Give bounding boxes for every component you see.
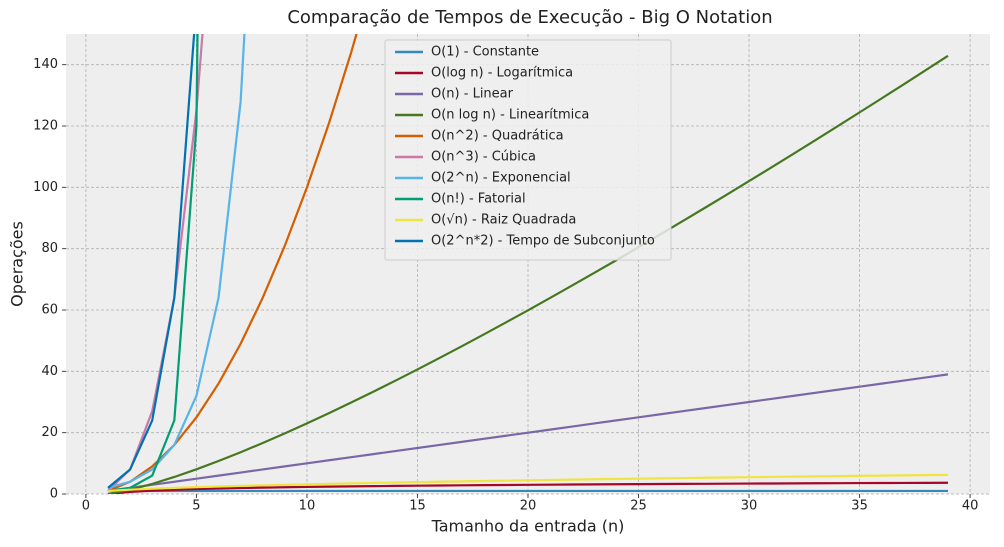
legend-label: O(log n) - Logarítmica xyxy=(431,66,573,81)
series-line xyxy=(107,34,246,489)
x-tick-label: 35 xyxy=(851,499,868,514)
legend-label: O(n) - Linear xyxy=(431,87,514,102)
series-line xyxy=(107,54,949,494)
series-line xyxy=(107,34,358,492)
y-tick-label: 140 xyxy=(33,57,58,72)
series-line xyxy=(107,473,949,493)
legend-label: O(√n) - Raiz Quadrada xyxy=(431,213,576,228)
y-tick-label: 60 xyxy=(41,303,58,318)
legend-label: O(n log n) - Linearítmica xyxy=(431,108,589,123)
series-line xyxy=(107,34,199,493)
y-tick-label: 40 xyxy=(41,364,58,379)
x-tick-label: 25 xyxy=(630,499,647,514)
y-tick-label: 0 xyxy=(50,487,58,502)
legend-label: O(n!) - Fatorial xyxy=(431,192,526,207)
x-tick-label: 0 xyxy=(82,499,90,514)
legend-label: O(n^3) - Cúbica xyxy=(431,150,536,165)
y-tick-label: 100 xyxy=(33,180,58,195)
x-axis-label: Tamanho da entrada (n) xyxy=(431,517,625,536)
legend-label: O(2^n*2) - Tempo de Subconjunto xyxy=(431,234,655,249)
y-tick-label: 20 xyxy=(41,425,58,440)
x-tick-label: 15 xyxy=(409,499,426,514)
legend: O(1) - Constante O(log n) - Logarítmica O(… xyxy=(384,39,672,261)
series-line xyxy=(107,373,949,493)
legend-label: O(1) - Constante xyxy=(431,45,539,60)
x-tick-label: 40 xyxy=(962,499,979,514)
legend-label: O(2^n) - Exponencial xyxy=(431,171,571,186)
series-line xyxy=(107,34,196,489)
x-tick-label: 30 xyxy=(741,499,758,514)
series-line xyxy=(107,481,949,494)
legend-box xyxy=(384,39,672,261)
x-tick-label: 10 xyxy=(299,499,316,514)
x-tick-label: 5 xyxy=(192,499,200,514)
chart-title: Comparação de Tempos de Execução - Big O… xyxy=(287,7,772,28)
legend-label: O(n^2) - Quadrática xyxy=(431,129,564,144)
lines xyxy=(107,34,949,494)
y-axis-label: Operações xyxy=(8,221,27,307)
y-tick-label: 80 xyxy=(41,241,58,256)
x-tick-label: 20 xyxy=(520,499,537,514)
y-tick-label: 120 xyxy=(33,119,58,134)
